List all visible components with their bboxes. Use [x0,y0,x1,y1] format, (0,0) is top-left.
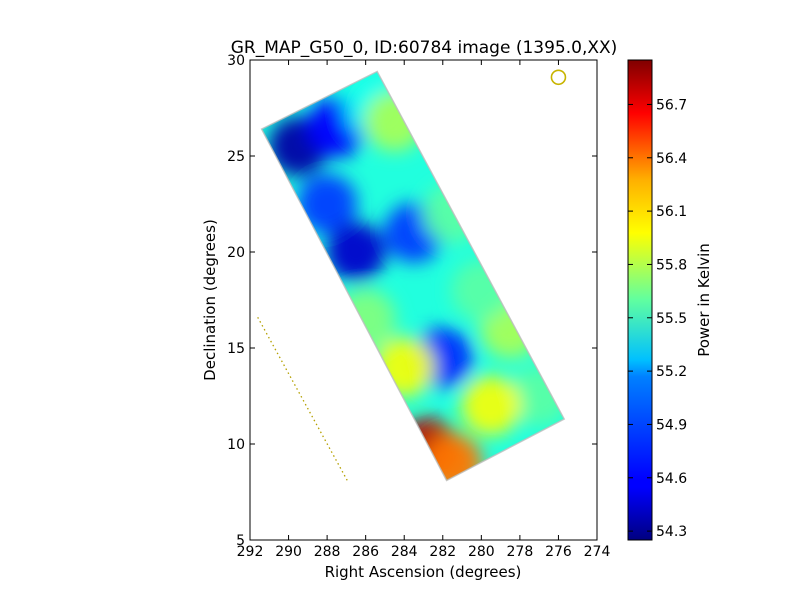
colorbar-tick-label: 55.2 [656,364,687,380]
map-footprint-outline [260,70,566,482]
heatmap-cell [451,260,512,321]
y-tick-label: 20 [227,245,245,261]
colorbar-label: Power in Kelvin [695,243,713,357]
scan-track [257,316,349,483]
x-tick-label: 280 [468,544,495,560]
x-axis: 292 290 288 286 284 282 280 278 276 274 [237,60,611,560]
x-tick-label: 288 [314,544,341,560]
x-axis-label: Right Ascension (degrees) [325,563,522,581]
y-tick-label: 25 [227,149,245,165]
heatmap-cell [422,433,483,481]
colorbar-tick-label: 55.8 [656,257,687,273]
heatmap-cell [374,337,435,398]
x-tick-label: 282 [429,544,456,560]
heatmap-cell [422,183,483,244]
colorbar: 54.3 54.6 54.9 55.2 55.5 55.8 56.1 56.4 56.7 Pow… [627,59,713,541]
y-axis: 5 10 15 20 25 30 [227,53,597,549]
colorbar-tick-label: 56.1 [656,204,687,220]
chart-title: GR_MAP_G50_0, ID:60784 image (1395.0,XX) [231,38,618,58]
heatmap-layer [260,70,566,482]
colorbar-tick-label: 56.7 [656,97,687,113]
y-axis-label: Declination (degrees) [201,219,219,381]
colorbar-gradient [627,59,653,541]
heatmap-cell [297,174,358,234]
colorbar-tick-label: 54.6 [656,471,687,487]
colorbar-tick-label: 54.3 [656,524,687,540]
plot-frame [249,59,598,541]
x-tick-label: 278 [507,544,534,560]
x-tick-label: 290 [275,544,302,560]
x-tick-label: 292 [237,544,264,560]
heatmap-cell [461,375,521,436]
x-tick-label: 286 [352,544,379,560]
heatmap-cell [335,289,396,350]
x-tick-label: 276 [545,544,572,560]
y-tick-label: 10 [227,437,245,453]
colorbar-ticks: 54.3 54.6 54.9 55.2 55.5 55.8 56.1 56.4 56.7 [628,97,687,540]
x-tick-label: 284 [391,544,418,560]
y-tick-label: 30 [227,53,245,69]
colorbar-tick-label: 55.5 [656,311,687,327]
colorbar-tick-label: 54.9 [656,417,687,433]
y-tick-label: 15 [227,341,245,357]
x-tick-label: 274 [584,544,611,560]
heatmap-cell [326,222,386,282]
y-tick-label: 5 [236,533,245,549]
colorbar-tick-label: 56.4 [656,151,687,167]
beam-marker-circle [550,69,567,86]
